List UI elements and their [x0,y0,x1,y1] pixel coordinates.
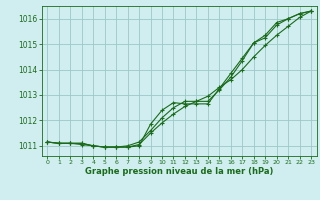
X-axis label: Graphe pression niveau de la mer (hPa): Graphe pression niveau de la mer (hPa) [85,167,273,176]
